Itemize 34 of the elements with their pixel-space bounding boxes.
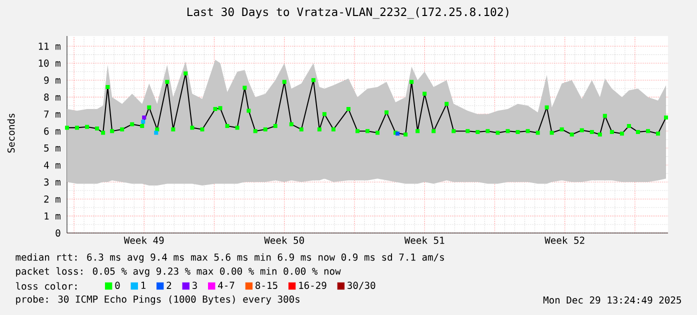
legend-label: 1: [141, 282, 146, 289]
x-tick-label: Week 49: [124, 236, 164, 244]
y-tick-label: 8 m: [44, 94, 60, 101]
y-tick-label: 11 m: [38, 42, 60, 50]
y-tick-label: 2 m: [44, 195, 60, 203]
legend-label: 16-29: [299, 282, 326, 289]
text: packet loss: 0.05 % avg 9.23 % max 0.00 % min 0.00 % now: [16, 267, 341, 277]
text: median rtt: 6.3 ms avg 9.4 ms max 5.6 ms min 6.9 ms now 0.9 ms sd 7.1 am/s: [16, 253, 444, 263]
y-tick-label: 9 m: [44, 76, 60, 84]
text: probe: 30 ICMP Echo Pings (1000 Bytes) every 300s: [16, 295, 300, 305]
point: [142, 116, 146, 120]
y-tick-label: 0: [56, 229, 60, 237]
y-tick-label: 1 m: [44, 212, 60, 220]
y-tick-label: 6 m: [44, 127, 60, 135]
point: [154, 130, 158, 135]
legend-label: 3: [192, 282, 197, 289]
y-tick-label: 3 m: [44, 178, 60, 186]
chart-title: Last 30 Days to Vratza-VLAN_2232_(172.25.8.102): [187, 7, 508, 19]
y-tick-label: 7 m: [44, 110, 60, 118]
x-tick-label: Week 52: [544, 236, 584, 244]
x-tick-label: Week 50: [264, 236, 304, 244]
point: [141, 120, 146, 124]
legend-label: 8-15: [256, 282, 278, 289]
legend-label: 2: [166, 282, 172, 289]
y-tick-label: 10 m: [38, 60, 60, 67]
legend-title: loss color:: [16, 282, 77, 290]
text: Mon Dec 29 13:24:49 2025: [543, 296, 681, 304]
legend-label: 0: [115, 282, 120, 289]
y-axis-title: Seconds: [7, 114, 15, 153]
legend-label: 4-7: [218, 282, 234, 289]
y-tick-label: 4 m: [44, 162, 60, 169]
legend-label: 30/30: [348, 282, 376, 290]
x-tick-label: Week 51: [404, 236, 444, 244]
y-tick-label: 5 m: [44, 144, 60, 152]
